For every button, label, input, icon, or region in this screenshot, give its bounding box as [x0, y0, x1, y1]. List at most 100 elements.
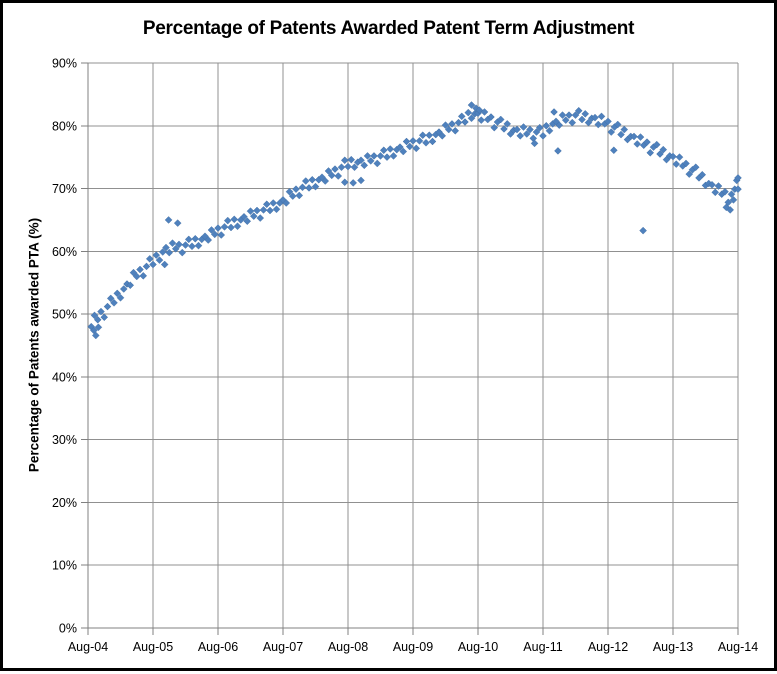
- data-point: [698, 170, 707, 179]
- data-point: [298, 183, 307, 192]
- data-point: [594, 120, 603, 129]
- data-point: [246, 207, 255, 215]
- data-point: [425, 131, 434, 139]
- data-point: [97, 307, 105, 316]
- data-point: [324, 167, 333, 175]
- data-point: [165, 248, 174, 257]
- data-point: [272, 205, 281, 214]
- data-point: [643, 138, 651, 146]
- data-point: [184, 235, 193, 244]
- data-point: [441, 121, 450, 129]
- data-point: [191, 234, 200, 243]
- x-tick-label: Aug-06: [198, 640, 238, 654]
- data-point: [327, 171, 336, 180]
- data-point: [480, 108, 489, 116]
- data-point: [331, 165, 339, 173]
- data-point: [311, 182, 320, 191]
- data-point: [500, 125, 508, 133]
- data-point: [233, 222, 242, 231]
- data-point: [633, 140, 642, 148]
- data-point: [457, 112, 466, 121]
- data-point: [646, 148, 655, 157]
- data-point: [448, 120, 456, 128]
- data-point: [620, 125, 629, 134]
- data-point: [685, 170, 694, 178]
- data-point: [145, 255, 154, 263]
- data-point: [94, 323, 103, 332]
- scatter-plot: Aug-04 Aug-05 Aug-06 Aug-07 Aug-08 Aug-09 Aug-…: [52, 57, 758, 655]
- data-point: [386, 145, 395, 153]
- y-tick-label: 70%: [52, 182, 77, 196]
- x-tick-label: Aug-13: [653, 640, 693, 654]
- data-point: [591, 113, 599, 122]
- y-tick-label: 50%: [52, 308, 77, 322]
- tick-labels: Aug-04 Aug-05 Aug-06 Aug-07 Aug-08 Aug-09 Aug-…: [52, 57, 758, 655]
- data-point: [207, 226, 216, 234]
- data-point: [412, 144, 421, 153]
- data-point: [360, 161, 369, 170]
- data-point: [613, 120, 622, 129]
- data-point: [724, 198, 733, 207]
- data-point: [617, 130, 625, 139]
- data-point: [266, 206, 274, 215]
- data-point: [90, 311, 99, 320]
- data-point: [340, 178, 349, 187]
- data-point: [230, 215, 239, 224]
- data-point: [550, 108, 558, 116]
- data-point: [467, 101, 476, 109]
- data-point: [691, 163, 700, 171]
- data-point: [545, 127, 554, 135]
- gridlines: [87, 62, 739, 629]
- data-point: [565, 111, 573, 119]
- data-point: [402, 137, 411, 146]
- data-point: [253, 206, 261, 215]
- data-point: [100, 313, 109, 322]
- data-point: [451, 127, 460, 135]
- x-tick-label: Aug-14: [718, 640, 758, 654]
- x-tick-label: Aug-08: [328, 640, 368, 654]
- data-point: [220, 223, 229, 231]
- data-point: [490, 123, 499, 132]
- data-point: [675, 153, 684, 161]
- data-point: [173, 219, 182, 227]
- data-point: [366, 157, 375, 165]
- x-tick-label: Aug-05: [133, 640, 173, 654]
- data-point: [399, 147, 408, 156]
- data-point: [415, 137, 424, 145]
- data-point: [581, 110, 590, 118]
- data-point: [178, 248, 187, 257]
- data-point: [350, 163, 359, 171]
- data-point: [669, 152, 677, 161]
- data-point: [110, 299, 118, 307]
- x-tick-label: Aug-09: [393, 640, 433, 654]
- data-point: [285, 187, 294, 196]
- data-point: [288, 192, 297, 200]
- data-point: [194, 241, 203, 250]
- data-point: [292, 185, 300, 193]
- data-point: [461, 118, 469, 126]
- data-point: [223, 216, 232, 225]
- data-point: [574, 106, 583, 115]
- data-point: [92, 331, 100, 340]
- y-tick-label: 20%: [52, 496, 77, 510]
- data-point: [321, 177, 330, 185]
- data-point: [164, 216, 173, 224]
- data-point: [308, 175, 317, 184]
- data-point: [532, 128, 541, 136]
- data-point: [301, 177, 310, 185]
- data-point: [349, 179, 357, 187]
- data-point: [726, 206, 734, 214]
- data-point: [217, 231, 226, 239]
- data-point: [422, 138, 430, 147]
- data-point: [409, 137, 417, 145]
- y-tick-label: 80%: [52, 119, 77, 133]
- data-point: [516, 132, 525, 140]
- data-point: [526, 125, 534, 134]
- data-point: [405, 142, 414, 151]
- data-point: [269, 199, 278, 207]
- data-point: [181, 241, 190, 249]
- data-point: [243, 217, 252, 225]
- data-point: [555, 121, 564, 129]
- y-tick-label: 40%: [52, 370, 77, 384]
- data-point: [340, 156, 349, 165]
